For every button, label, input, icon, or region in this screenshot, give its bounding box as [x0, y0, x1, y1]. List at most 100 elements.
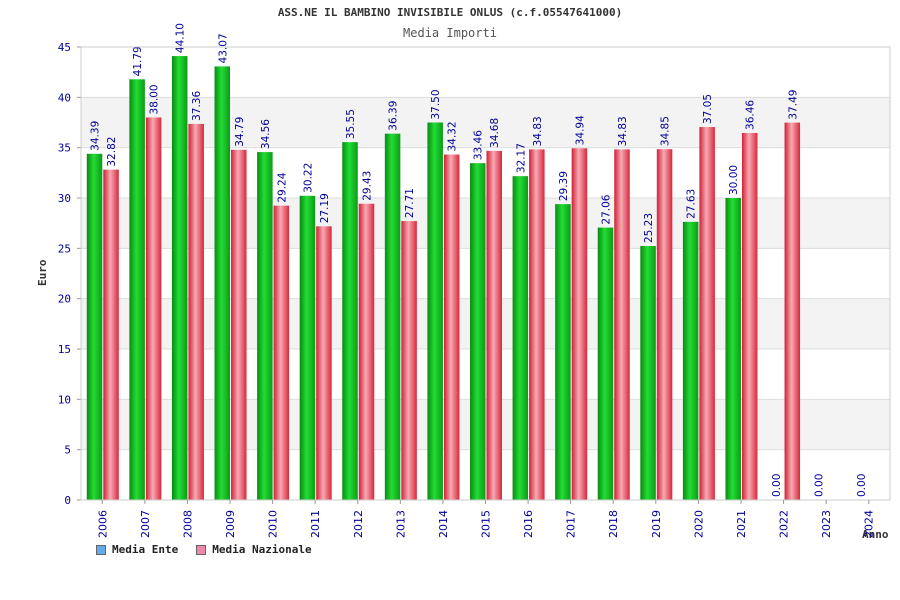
data-label-ente: 33.46 [473, 130, 485, 160]
data-label-ente: 36.39 [388, 101, 400, 131]
x-tick-label: 2009 [224, 510, 237, 538]
data-label-nazionale: 34.85 [660, 116, 672, 146]
legend-item-nazionale: Media Nazionale [196, 543, 312, 556]
data-label-ente: 29.39 [558, 171, 570, 201]
grid-band [81, 47, 890, 98]
bar-nazionale [699, 127, 715, 500]
bar-nazionale [188, 123, 204, 500]
data-label-ente: 27.63 [686, 189, 698, 219]
x-tick-label: 2023 [820, 510, 833, 538]
bar-ente [512, 176, 529, 500]
data-label-ente: 30.00 [728, 165, 740, 195]
bar-ente [682, 221, 699, 500]
x-tick-label: 2022 [778, 510, 791, 538]
legend-label-ente: Media Ente [112, 543, 179, 556]
bar-ente [470, 163, 486, 501]
x-tick-label: 2008 [181, 510, 194, 538]
data-label-nazionale: 34.68 [489, 118, 501, 148]
y-tick-label: 25 [58, 242, 71, 255]
bar-ente [640, 246, 656, 500]
data-label-nazionale: 34.32 [447, 121, 459, 151]
y-tick-label: 0 [64, 494, 71, 507]
bar-nazionale [316, 226, 332, 500]
data-label-nazionale: 37.49 [787, 90, 799, 120]
x-tick-label: 2010 [267, 510, 280, 538]
data-label-ente: 41.79 [132, 46, 144, 76]
x-tick-label: 2006 [96, 510, 109, 538]
data-label-ente: 27.06 [600, 194, 612, 224]
bar-ente [555, 204, 571, 500]
data-label-nazionale: 34.79 [234, 117, 246, 147]
y-tick-label: 5 [64, 444, 71, 457]
bar-ente [257, 152, 273, 500]
bar-nazionale [529, 149, 545, 501]
bar-ente [214, 66, 231, 501]
bar-nazionale [145, 117, 162, 500]
data-label-nazionale: 27.71 [404, 188, 416, 218]
bar-ente [86, 153, 103, 501]
data-label-nazionale: 34.83 [532, 116, 544, 146]
y-tick-label: 40 [58, 91, 71, 104]
x-tick-label: 2007 [139, 510, 152, 538]
y-tick-label: 15 [58, 343, 71, 356]
bar-ente [299, 195, 316, 500]
chart-legend: Media Ente Media Nazionale [96, 543, 312, 556]
data-label-ente: 35.55 [345, 109, 357, 139]
data-label-ente: 32.17 [515, 143, 527, 173]
y-tick-label: 30 [58, 192, 71, 205]
bar-ente [342, 142, 358, 500]
data-label-ente: 37.50 [430, 89, 442, 119]
y-tick-label: 10 [58, 393, 71, 406]
legend-item-ente: Media Ente [96, 543, 178, 556]
data-label-ente: 34.39 [90, 121, 102, 151]
data-label-nazionale: 34.94 [574, 115, 586, 145]
bar-nazionale [443, 154, 460, 500]
data-label-nazionale: 29.24 [276, 172, 288, 202]
chart-subtitle: Media Importi [403, 26, 497, 40]
bar-ente [171, 56, 188, 501]
x-tick-label: 2021 [735, 510, 748, 538]
data-label-nazionale: 32.82 [106, 137, 118, 167]
data-label-nazionale: 37.05 [702, 94, 714, 124]
data-label-nazionale: 37.36 [191, 91, 203, 121]
bar-nazionale [486, 150, 502, 500]
bar-nazionale [784, 122, 801, 500]
bar-nazionale [571, 148, 588, 500]
legend-label-nazionale: Media Nazionale [212, 543, 312, 556]
bar-nazionale [273, 205, 290, 500]
bar-nazionale [741, 132, 758, 500]
bar-nazionale [358, 203, 375, 500]
data-label-ente: 0.00 [771, 474, 783, 497]
bar-nazionale [401, 221, 417, 500]
bar-ente [597, 227, 614, 500]
data-label-nazionale: 38.00 [149, 84, 161, 114]
x-tick-label: 2019 [650, 510, 663, 538]
x-tick-label: 2013 [394, 510, 407, 538]
x-tick-label: 2011 [309, 510, 322, 538]
data-label-ente: 25.23 [643, 213, 655, 243]
x-tick-label: 2014 [437, 510, 450, 538]
data-label-ente: 43.07 [217, 33, 229, 63]
x-tick-label: 2015 [480, 510, 493, 538]
data-label-ente: 0.00 [813, 474, 825, 497]
x-tick-label: 2018 [607, 510, 620, 538]
bar-ente [725, 198, 741, 500]
x-tick-label: 2020 [692, 510, 705, 538]
bar-ente [384, 133, 401, 500]
data-label-nazionale: 27.19 [319, 193, 331, 223]
chart-title: ASS.NE IL BAMBINO INVISIBILE ONLUS (c.f.… [277, 6, 623, 19]
data-label-ente: 44.10 [175, 23, 187, 53]
x-tick-label: 2012 [352, 510, 365, 538]
x-axis-label: Anno [862, 528, 889, 541]
bar-nazionale [103, 169, 119, 500]
y-tick-label: 20 [58, 293, 71, 306]
data-label-nazionale: 34.83 [617, 116, 629, 146]
data-label-ente: 30.22 [302, 163, 314, 193]
legend-swatch-nazionale [196, 544, 207, 555]
data-label-ente: 34.56 [260, 119, 272, 149]
legend-swatch-ente [96, 544, 106, 555]
x-tick-label: 2016 [522, 510, 535, 538]
y-tick-label: 45 [58, 41, 71, 54]
bar-ente [129, 79, 145, 501]
